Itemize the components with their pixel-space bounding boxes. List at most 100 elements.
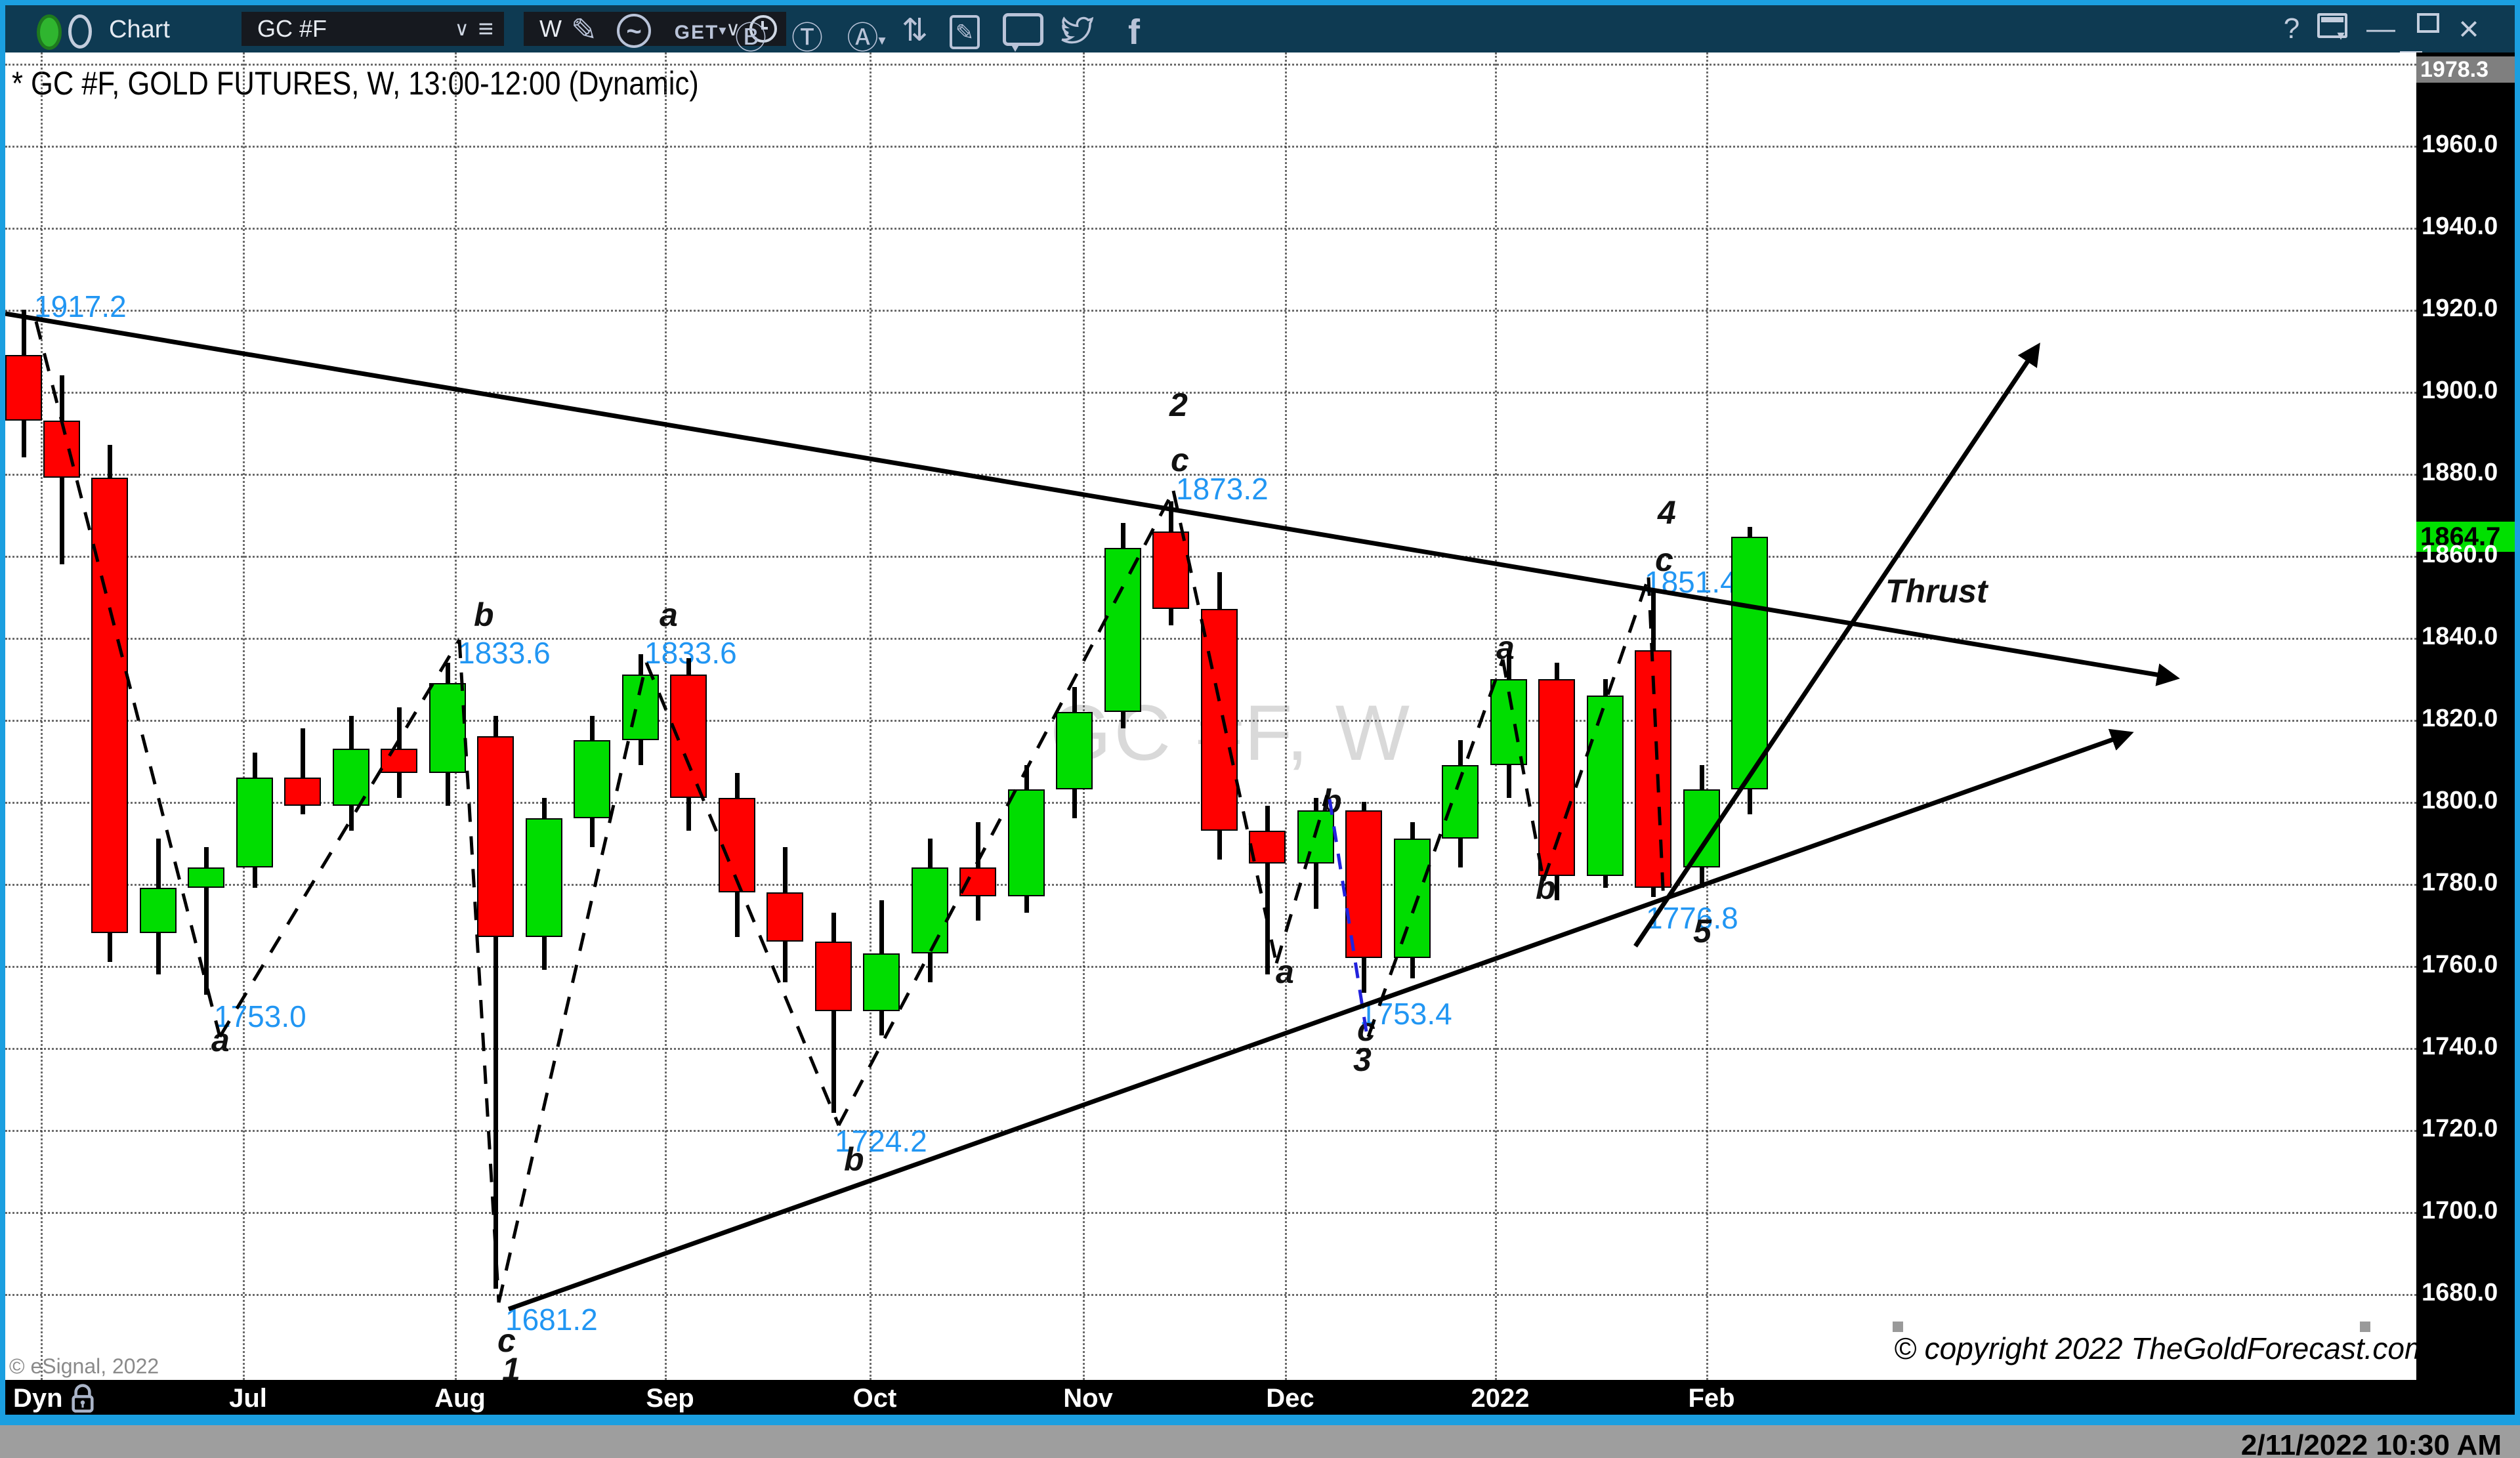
candlestick bbox=[1731, 537, 1768, 789]
chart-title: * GC #F, GOLD FUTURES, W, 13:00-12:00 (D… bbox=[12, 65, 699, 102]
chevron-down-icon[interactable]: ∨ bbox=[726, 18, 740, 40]
panel-dropdown-icon[interactable]: ▾ bbox=[2315, 13, 2357, 45]
candlestick bbox=[1008, 789, 1045, 896]
draw-pencil-icon[interactable]: ✎ bbox=[570, 13, 598, 48]
candlestick bbox=[477, 736, 514, 937]
trendline-arrow[interactable] bbox=[1633, 343, 2040, 948]
candlestick bbox=[719, 798, 755, 892]
get-data-button[interactable]: GET▾ bbox=[674, 22, 726, 43]
wave-dashed-line-blue[interactable] bbox=[1328, 799, 1368, 1032]
wave-dashed-line[interactable] bbox=[1647, 577, 1666, 903]
candlestick bbox=[959, 867, 996, 896]
price-tick-label: 1840.0 bbox=[2422, 623, 2498, 650]
price-tick-label: 1960.0 bbox=[2422, 131, 2498, 158]
candlestick bbox=[766, 892, 803, 942]
wave-dashed-line[interactable] bbox=[497, 662, 648, 1303]
twitter-icon[interactable] bbox=[1055, 12, 1097, 46]
time-axis[interactable]: Dyn Jul Aug Sep Oct Nov Dec 2022 Feb bbox=[5, 1380, 2515, 1415]
time-template-icon[interactable] bbox=[749, 15, 777, 43]
hamburger-menu-icon[interactable]: ≡ bbox=[478, 14, 494, 43]
candlestick bbox=[1345, 810, 1382, 958]
wave-dashed-line[interactable] bbox=[457, 639, 501, 1303]
os-taskbar-strip bbox=[0, 1425, 2520, 1458]
price-axis[interactable]: 1978.3 1864.7 1960.0 1940.0 1920.0 1900.0 18… bbox=[2416, 52, 2515, 1380]
minimize-button[interactable]: — bbox=[2366, 12, 2395, 45]
trendline-arrow[interactable] bbox=[5, 311, 2180, 686]
candlestick bbox=[284, 778, 321, 806]
price-tick-label: 1800.0 bbox=[2422, 787, 2498, 814]
help-button[interactable]: ? bbox=[2283, 12, 2300, 45]
wave-dashed-line[interactable] bbox=[1501, 659, 1545, 881]
window-border bbox=[0, 0, 5, 1425]
selection-handle[interactable] bbox=[1893, 1322, 1903, 1332]
trendline-arrow[interactable] bbox=[507, 728, 2134, 1312]
wave-dashed-line[interactable] bbox=[1274, 795, 1329, 964]
facebook-icon[interactable]: f bbox=[1128, 12, 1140, 52]
candlestick bbox=[1201, 609, 1238, 831]
candlestick bbox=[429, 683, 466, 773]
grid-line-horizontal bbox=[5, 64, 2416, 66]
wave-label: 5 bbox=[1693, 913, 1712, 949]
month-label: Sep bbox=[646, 1384, 694, 1413]
wave-dashed-line[interactable] bbox=[644, 662, 841, 1126]
grid-line-horizontal bbox=[5, 884, 2416, 886]
price-tick-label: 1740.0 bbox=[2422, 1033, 2498, 1060]
grid-line-vertical bbox=[1706, 52, 1708, 1380]
wave-dashed-line[interactable] bbox=[34, 321, 222, 1037]
price-tick-label: 1820.0 bbox=[2422, 705, 2498, 732]
candle-wick bbox=[1265, 806, 1270, 974]
chevron-down-icon[interactable]: ∨ bbox=[454, 18, 469, 40]
price-annotation: 1917.2 bbox=[34, 289, 127, 323]
grid-line-horizontal bbox=[5, 474, 2416, 476]
candlestick bbox=[188, 867, 224, 888]
thrust-annotation[interactable]: Thrust bbox=[1885, 573, 1988, 610]
selection-handle[interactable] bbox=[2360, 1322, 2370, 1332]
window-border bbox=[0, 0, 2520, 5]
toolbar: Chart GC #F ∨ ≡ W ∨ ✎ ~▾ GET▾ Ⓑ Ⓣ Ⓐ▾ ⇅ ✎… bbox=[5, 5, 2515, 75]
last-price-box: 1864.7 bbox=[2416, 522, 2515, 552]
price-tick-label: 1860.0 bbox=[2422, 541, 2498, 568]
grid-line-horizontal bbox=[5, 1212, 2416, 1214]
candlestick bbox=[1297, 810, 1334, 864]
note-edit-icon[interactable]: ✎ bbox=[945, 12, 984, 49]
price-tick-label: 1780.0 bbox=[2422, 869, 2498, 896]
link-indicator-icon[interactable] bbox=[37, 14, 62, 50]
wave-dashed-line[interactable] bbox=[837, 489, 1175, 1127]
grid-line-horizontal bbox=[5, 1294, 2416, 1296]
candlestick bbox=[381, 749, 417, 773]
wave-dashed-line[interactable] bbox=[1366, 659, 1505, 1037]
link-slot-icon[interactable] bbox=[68, 14, 92, 49]
wave-dashed-line[interactable] bbox=[1171, 490, 1278, 964]
candlestick bbox=[1538, 679, 1575, 876]
wave-dashed-line[interactable] bbox=[1542, 577, 1650, 881]
month-label: Feb bbox=[1688, 1384, 1735, 1413]
candlestick bbox=[1152, 531, 1189, 609]
comment-bubble-icon[interactable] bbox=[1003, 12, 1043, 52]
wave-label: 3 bbox=[1353, 1041, 1372, 1078]
updown-arrows-icon[interactable]: ⇅ bbox=[901, 13, 929, 48]
wave-label: 2 bbox=[1169, 386, 1188, 423]
price-annotation: 1681.2 bbox=[505, 1302, 598, 1337]
dynamic-mode-label[interactable]: Dyn bbox=[13, 1384, 63, 1413]
price-tick-label: 1920.0 bbox=[2422, 295, 2498, 322]
month-label: Aug bbox=[434, 1384, 486, 1413]
wave-label: c bbox=[1171, 442, 1189, 478]
month-label: Oct bbox=[852, 1384, 897, 1413]
month-label: Nov bbox=[1063, 1384, 1113, 1413]
symbol-dropdown[interactable]: GC #F ∨ ≡ bbox=[242, 12, 504, 46]
grid-line-horizontal bbox=[5, 556, 2416, 558]
wave-label: a bbox=[1496, 629, 1515, 666]
candlestick bbox=[140, 888, 177, 933]
copyright-annotation[interactable]: © copyright 2022 TheGoldForecast.com bbox=[1894, 1331, 2430, 1365]
candlestick bbox=[912, 867, 948, 953]
session-price-box: 1978.3 bbox=[2416, 56, 2515, 83]
annotation-tool-icon[interactable]: Ⓐ▾ bbox=[847, 21, 886, 56]
grid-line-horizontal bbox=[5, 310, 2416, 312]
lock-icon[interactable] bbox=[66, 1381, 100, 1415]
wave-dashed-line[interactable] bbox=[218, 638, 461, 1038]
wave-label: b bbox=[474, 596, 494, 633]
close-button[interactable]: × bbox=[2458, 9, 2479, 49]
grid-line-vertical bbox=[243, 52, 245, 1380]
interval-dropdown[interactable]: W ∨ bbox=[524, 12, 786, 46]
